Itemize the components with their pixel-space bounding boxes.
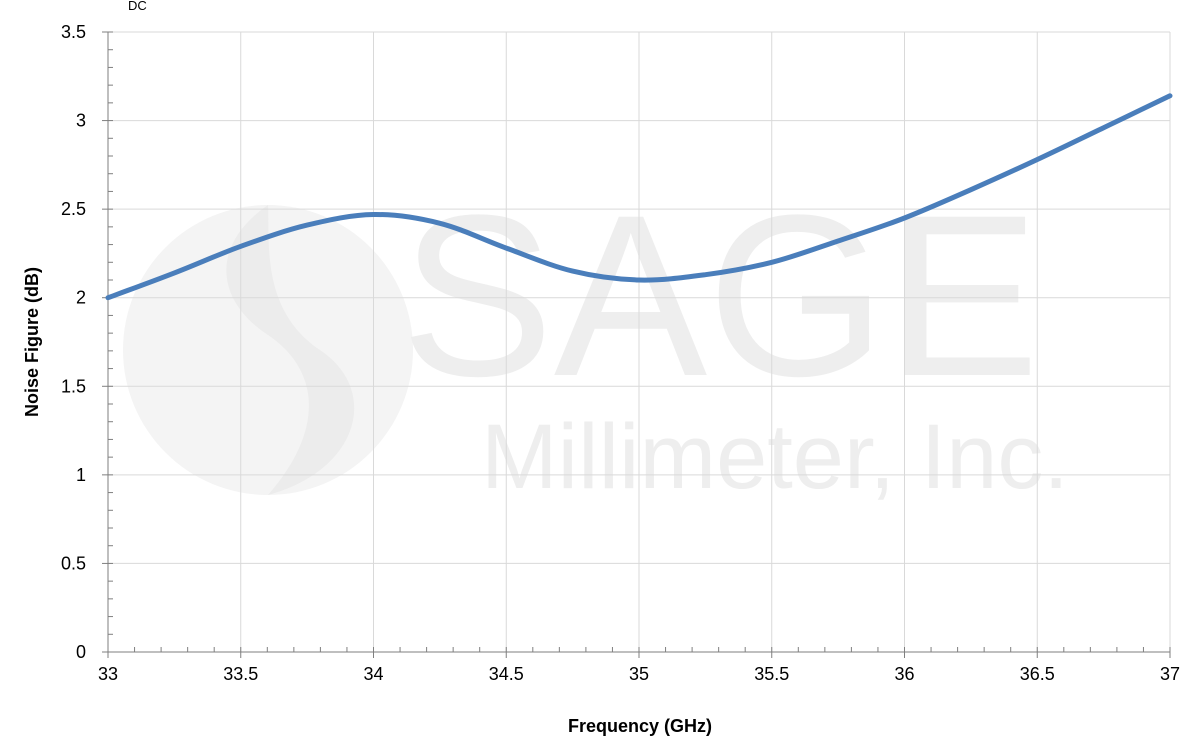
y-tick-label: 3.5 bbox=[61, 22, 86, 42]
y-tick-label: 1.5 bbox=[61, 376, 86, 396]
x-tick-label: 34 bbox=[363, 664, 383, 684]
y-tick-label: 2 bbox=[76, 288, 86, 308]
watermark-millimeter-text: Millimeter, Inc. bbox=[481, 406, 1069, 508]
x-tick-label: 34.5 bbox=[489, 664, 524, 684]
series-layer bbox=[105, 93, 1173, 301]
watermark-logo-swirl bbox=[226, 205, 355, 495]
series-line bbox=[105, 93, 1173, 301]
axes bbox=[102, 31, 1171, 658]
watermark-sage-text: SAGE bbox=[400, 167, 1039, 424]
x-axis-title: Frequency (GHz) bbox=[568, 716, 712, 736]
x-tick-label: 35 bbox=[629, 664, 649, 684]
x-tick-label: 36.5 bbox=[1020, 664, 1055, 684]
y-tick-label: 2.5 bbox=[61, 199, 86, 219]
x-tick-label: 33 bbox=[98, 664, 118, 684]
sage-watermark: SAGE Millimeter, Inc. bbox=[123, 167, 1069, 508]
tick-labels: 33 33.5 34 34.5 35 35.5 36 36.5 3700.511.522.533… bbox=[61, 22, 1180, 684]
x-tick-label: 36 bbox=[894, 664, 914, 684]
y-axis-title: Noise Figure (dB) bbox=[22, 267, 42, 417]
y-tick-label: 0 bbox=[76, 642, 86, 662]
x-tick-label: 33.5 bbox=[223, 664, 258, 684]
x-tick-label: 37 bbox=[1160, 664, 1180, 684]
y-tick-label: 1 bbox=[76, 465, 86, 485]
y-tick-label: 0.5 bbox=[61, 553, 86, 573]
y-tick-label: 3 bbox=[76, 111, 86, 131]
x-tick-label: 35.5 bbox=[754, 664, 789, 684]
top-cropped-text: DC bbox=[128, 0, 147, 13]
